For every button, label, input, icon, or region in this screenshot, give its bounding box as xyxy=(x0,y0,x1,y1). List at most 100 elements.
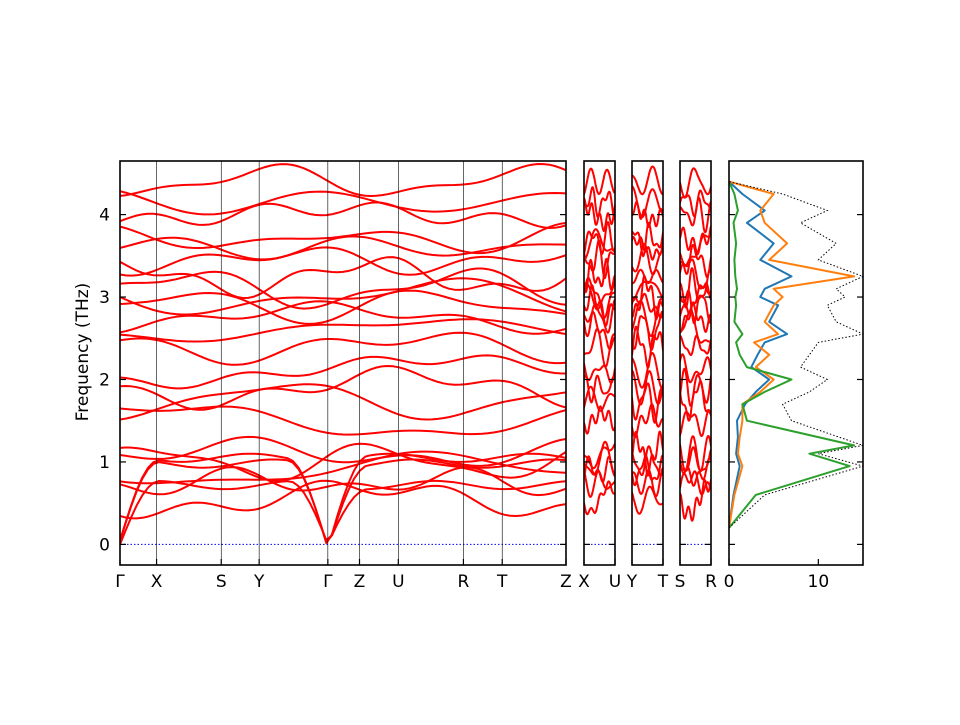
y-tick-label: 2 xyxy=(99,370,110,390)
phonon-band xyxy=(584,221,615,255)
phonon-band xyxy=(632,275,663,320)
phonon-band xyxy=(680,232,711,267)
band-panel-2 xyxy=(584,167,615,545)
phonon-band xyxy=(632,243,663,276)
phonon-band xyxy=(584,276,615,319)
x-tick-label: R xyxy=(705,572,717,592)
phonon-band xyxy=(632,403,663,439)
phonon-band xyxy=(120,318,566,343)
phonon-band xyxy=(120,442,566,482)
phonon-band xyxy=(680,244,711,279)
phonon-band xyxy=(632,382,663,424)
phonon-band xyxy=(584,257,615,293)
x-tick-label: Z xyxy=(560,572,572,592)
phonon-band xyxy=(584,405,615,435)
x-tick-label: Y xyxy=(253,572,265,592)
band-panel-1 xyxy=(120,163,566,546)
dos-curves xyxy=(729,180,863,529)
phonon-band xyxy=(120,331,566,366)
x-tick-label: S xyxy=(675,572,686,592)
phonon-band xyxy=(680,470,711,496)
x-tick-label: U xyxy=(609,572,621,592)
phonon-band xyxy=(584,374,615,404)
phonon-band xyxy=(632,485,663,515)
acoustic-branch xyxy=(120,452,566,545)
dos-series-3 xyxy=(729,181,856,529)
phonon-band xyxy=(632,352,663,390)
phonon-band xyxy=(680,435,711,473)
phonon-band xyxy=(680,334,711,356)
dos-series-1 xyxy=(729,180,793,529)
band-panel-4 xyxy=(680,167,711,545)
phonon-band xyxy=(680,410,711,437)
x-tick-label: X xyxy=(578,572,590,592)
phonon-band xyxy=(584,167,615,196)
band-structure-layer xyxy=(120,163,711,546)
phonon-band xyxy=(632,236,663,261)
phonon-band xyxy=(584,362,615,384)
phonon-band xyxy=(680,367,711,408)
y-tick-label: 4 xyxy=(99,206,110,226)
band-panel-3 xyxy=(632,165,663,545)
phonon-band xyxy=(120,435,566,467)
x-tick-label: T xyxy=(657,572,669,592)
phonon-band xyxy=(120,256,566,299)
x-tick-label: T xyxy=(496,572,508,592)
phonon-band xyxy=(680,353,711,384)
phonon-band xyxy=(584,228,615,261)
band-panel-frame xyxy=(119,160,567,566)
dos-x-tick-label: 0 xyxy=(724,572,735,592)
phonon-band xyxy=(584,278,615,311)
phonon-band xyxy=(120,163,566,197)
acoustic-branch xyxy=(120,479,566,546)
y-tick-label: 3 xyxy=(99,288,110,308)
phonon-band xyxy=(120,450,566,485)
band-panel-frame xyxy=(679,160,712,566)
y-axis-label: Frequency (THz) xyxy=(73,283,93,422)
phonon-band xyxy=(120,289,566,325)
phonon-band xyxy=(680,379,711,422)
phonon-band xyxy=(632,445,663,477)
phonon-band xyxy=(120,201,566,229)
acoustic-branch xyxy=(120,458,566,544)
phonon-band xyxy=(632,165,663,196)
phonon-band xyxy=(632,369,663,406)
phonon-band xyxy=(584,310,615,351)
phonon-band xyxy=(120,190,566,216)
x-tick-label: Z xyxy=(354,572,366,592)
phonon-band xyxy=(632,454,663,487)
phonon-band xyxy=(584,298,615,338)
phonon-band xyxy=(120,221,566,255)
phonon-band xyxy=(120,405,566,436)
y-tick-label: 0 xyxy=(99,535,110,555)
x-tick-label: U xyxy=(392,572,404,592)
phonon-band xyxy=(680,302,711,333)
dos-x-tick-label: 10 xyxy=(808,572,830,592)
phonon-band xyxy=(120,365,566,411)
x-tick-label: R xyxy=(458,572,470,592)
phonon-band xyxy=(632,430,663,477)
phonon-band xyxy=(680,225,711,256)
dos-series-4 xyxy=(729,181,863,529)
x-tick-label: Γ xyxy=(323,572,333,592)
dos-panel-frame xyxy=(728,160,864,566)
phonon-band xyxy=(680,167,711,199)
phonon-band xyxy=(632,268,663,285)
phonon-band xyxy=(680,309,711,344)
x-tick-label: Y xyxy=(626,572,638,592)
phonon-band xyxy=(584,186,615,220)
phonon-band xyxy=(584,480,615,516)
phonon-band xyxy=(120,354,566,390)
phonon-band xyxy=(120,246,566,277)
phonon-band xyxy=(584,440,615,478)
band-panel-frame xyxy=(631,160,664,566)
dos-layer xyxy=(729,180,863,529)
phonon-band xyxy=(120,383,566,421)
x-tick-label: X xyxy=(151,572,163,592)
axes-frames xyxy=(119,160,864,566)
phonon-band xyxy=(632,185,663,218)
band-panel-frame xyxy=(583,160,616,566)
